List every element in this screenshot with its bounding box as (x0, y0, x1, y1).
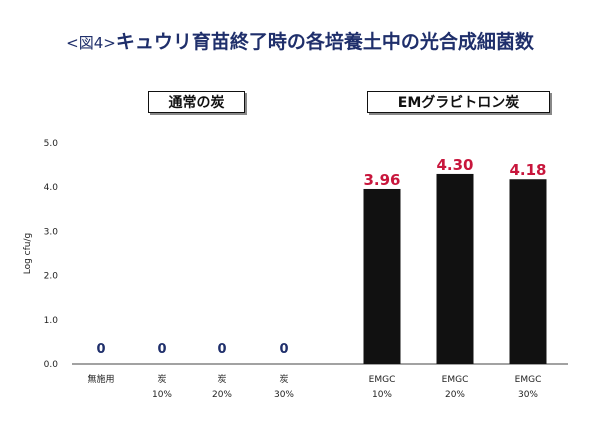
group-label-em-gravitron-charcoal: EMグラビトロン炭 (367, 91, 550, 113)
group-label-normal-charcoal: 通常の炭 (148, 91, 245, 113)
x-tick-label: EMGC (369, 375, 396, 385)
x-tick-label: 炭 (157, 374, 166, 385)
bar (509, 179, 547, 364)
value-label: 0 (279, 342, 288, 357)
y-tick-label: 4.0 (44, 183, 59, 193)
x-tick-label: EMGC (442, 375, 469, 385)
y-tick-label: 2.0 (44, 272, 59, 282)
y-tick-label: 5.0 (44, 139, 59, 149)
y-tick-label: 1.0 (44, 316, 59, 326)
x-tick-label: EMGC (515, 375, 542, 385)
x-tick-label: 無施用 (87, 373, 114, 385)
value-label: 0 (96, 342, 105, 357)
value-label: 4.18 (509, 161, 546, 179)
figure-tag: <図4> (66, 34, 116, 52)
x-tick-sublabel: 10% (372, 390, 392, 400)
y-axis-title: Log cfu/g (23, 233, 33, 275)
value-label: 4.30 (436, 156, 473, 174)
x-tick-sublabel: 10% (152, 390, 172, 400)
x-tick-sublabel: 20% (445, 390, 465, 400)
x-tick-sublabel: 20% (212, 390, 232, 400)
value-label: 0 (217, 342, 226, 357)
bar (436, 173, 474, 364)
bar (363, 188, 401, 364)
x-tick-label: 炭 (217, 374, 226, 385)
y-tick-label: 0.0 (44, 360, 59, 370)
value-label: 0 (157, 342, 166, 357)
x-tick-sublabel: 30% (518, 390, 538, 400)
x-tick-sublabel: 30% (274, 390, 294, 400)
y-tick-label: 3.0 (44, 227, 59, 237)
chart-title: <図4>キュウリ育苗終了時の各培養土中の光合成細菌数 (0, 27, 600, 54)
figure-title: キュウリ育苗終了時の各培養土中の光合成細菌数 (115, 31, 534, 53)
x-tick-label: 炭 (279, 374, 288, 385)
value-label: 3.96 (363, 171, 400, 189)
